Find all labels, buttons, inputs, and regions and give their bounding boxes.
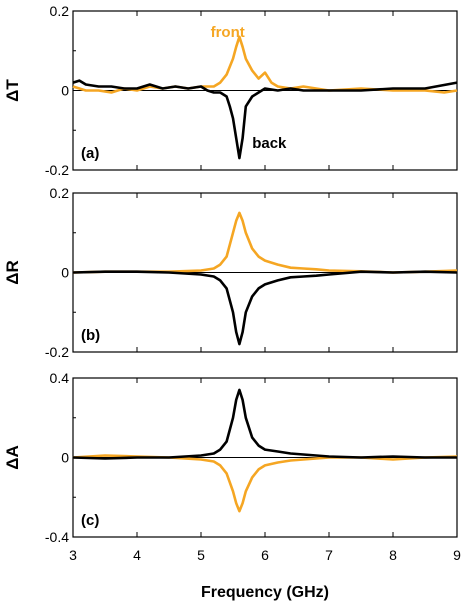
panel-label: (c) bbox=[81, 512, 99, 529]
panel-2: 0.2 0 -0.2 ΔR (b) bbox=[3, 185, 458, 360]
x-tick-labels: 3 4 5 6 7 8 9 bbox=[69, 547, 461, 563]
x-tick-label: 4 bbox=[133, 547, 141, 563]
series-back-line bbox=[72, 388, 457, 460]
y-axis-label: ΔA bbox=[3, 445, 22, 470]
series-front-line bbox=[72, 454, 458, 513]
series-front-line bbox=[72, 211, 458, 274]
y-tick-label: 0.2 bbox=[50, 185, 70, 201]
x-tick-label: 9 bbox=[453, 547, 461, 563]
panel-label: (a) bbox=[81, 145, 99, 162]
y-tick-label: 0 bbox=[61, 450, 69, 466]
x-axis-label: Frequency (GHz) bbox=[201, 584, 329, 601]
y-tick-label: 0.2 bbox=[50, 3, 70, 19]
x-tick-label: 3 bbox=[69, 547, 77, 563]
annotation-front: front bbox=[211, 24, 245, 41]
x-tick-label: 7 bbox=[325, 547, 333, 563]
x-tick-label: 6 bbox=[261, 547, 269, 563]
x-tick-label: 5 bbox=[197, 547, 205, 563]
panel-1: 0.2 0 -0.2 ΔT (a) front back bbox=[3, 3, 458, 178]
y-tick-label: -0.4 bbox=[45, 529, 69, 545]
y-axis-label: ΔT bbox=[3, 79, 22, 102]
y-tick-label: 0 bbox=[61, 83, 69, 99]
series-back-line bbox=[72, 79, 458, 160]
panel-label: (b) bbox=[81, 327, 100, 344]
panel-3: 0.4 0 -0.4 ΔA (c) bbox=[3, 370, 458, 545]
y-tick-label: -0.2 bbox=[45, 162, 69, 178]
y-tick-label: -0.2 bbox=[45, 344, 69, 360]
series-front-line bbox=[72, 35, 458, 94]
annotation-back: back bbox=[252, 135, 287, 152]
y-tick-label: 0.4 bbox=[50, 370, 70, 386]
y-axis-label: ΔR bbox=[3, 260, 22, 285]
series-back-line bbox=[72, 270, 458, 346]
x-tick-label: 8 bbox=[389, 547, 397, 563]
y-tick-label: 0 bbox=[61, 265, 69, 281]
panels: 0.2 0 -0.2 ΔT (a) front back 0.2 0 -0.2 ΔR (b) 0.4 0 -… bbox=[3, 3, 458, 545]
